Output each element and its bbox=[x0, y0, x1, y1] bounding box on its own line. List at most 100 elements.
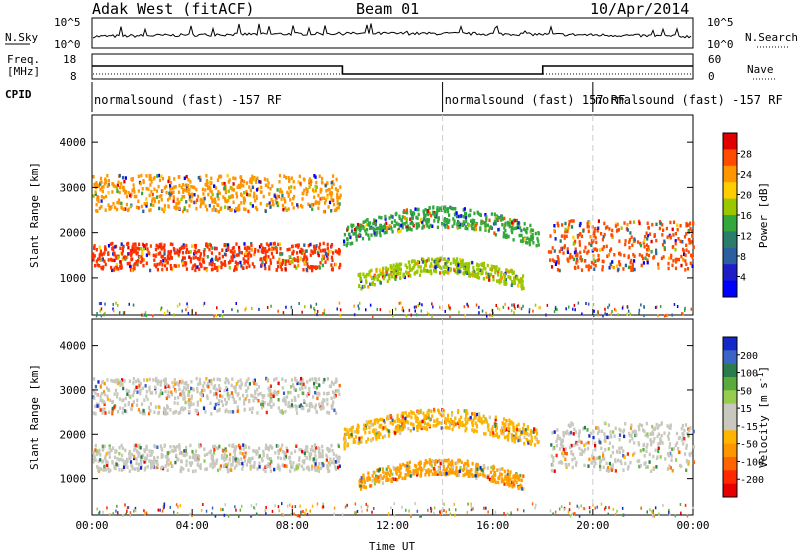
scatter-cell bbox=[390, 272, 393, 276]
scatter-cell bbox=[159, 383, 162, 387]
scatter-cell bbox=[442, 464, 445, 469]
scatter-cell bbox=[463, 266, 466, 271]
scatter-cell bbox=[142, 209, 145, 214]
scatter-cell bbox=[365, 420, 368, 424]
scatter-cell bbox=[405, 468, 408, 472]
scatter-cell bbox=[205, 268, 209, 273]
scatter-cell bbox=[263, 177, 266, 181]
scatter-cell bbox=[534, 231, 537, 236]
scatter-cell bbox=[307, 243, 310, 248]
scatter-cell bbox=[247, 257, 250, 261]
scatter-cell bbox=[521, 285, 524, 289]
scatter-cell bbox=[527, 433, 530, 437]
scatter-cell bbox=[309, 402, 312, 406]
scatter-cell bbox=[522, 426, 525, 431]
scatter-cell bbox=[392, 263, 395, 268]
scatter-cell bbox=[310, 249, 313, 253]
scatter-cell bbox=[114, 388, 118, 393]
scatter-cell bbox=[335, 454, 338, 458]
scatter-cell bbox=[326, 195, 329, 200]
scatter-cell bbox=[318, 462, 321, 466]
scatter-cell bbox=[477, 263, 480, 267]
scatter-cell bbox=[416, 207, 419, 212]
noise-cell bbox=[402, 309, 405, 313]
scatter-cell bbox=[107, 252, 110, 256]
power-ylabel: Slant Range [km] bbox=[28, 162, 41, 268]
colorbar-swatch bbox=[723, 264, 737, 282]
noise-cell bbox=[299, 504, 301, 508]
scatter-cell bbox=[98, 256, 101, 260]
scatter-cell bbox=[139, 381, 142, 386]
scatter-cell bbox=[690, 240, 693, 244]
scatter-cell bbox=[113, 405, 116, 409]
scatter-cell bbox=[164, 408, 167, 412]
scatter-cell bbox=[609, 262, 612, 266]
scatter-cell bbox=[326, 257, 329, 261]
scatter-cell bbox=[188, 188, 191, 192]
scatter-cell bbox=[462, 473, 465, 478]
scatter-cell bbox=[134, 262, 137, 266]
scatter-cell bbox=[198, 377, 202, 382]
scatter-cell bbox=[93, 254, 96, 258]
scatter-cell bbox=[595, 248, 599, 252]
scatter-cell bbox=[464, 421, 468, 426]
scatter-cell bbox=[101, 189, 104, 194]
scatter-cell bbox=[148, 208, 151, 213]
scatter-cell bbox=[177, 190, 181, 194]
scatter-cell bbox=[685, 232, 688, 236]
scatter-cell bbox=[366, 218, 369, 222]
scatter-cell bbox=[321, 196, 324, 201]
scatter-cell bbox=[220, 174, 223, 179]
scatter-cell bbox=[631, 268, 634, 272]
scatter-cell bbox=[412, 468, 415, 473]
scatter-cell bbox=[199, 204, 202, 209]
scatter-cell bbox=[624, 263, 627, 268]
scatter-cell bbox=[275, 196, 278, 200]
scatter-cell bbox=[610, 264, 613, 269]
scatter-cell bbox=[663, 239, 666, 243]
scatter-cell bbox=[429, 264, 432, 269]
scatter-cell bbox=[617, 228, 620, 232]
scatter-cell bbox=[338, 252, 341, 256]
scatter-cell bbox=[190, 386, 193, 391]
scatter-cell bbox=[530, 429, 533, 433]
scatter-cell bbox=[265, 410, 268, 415]
scatter-cell bbox=[378, 215, 381, 220]
scatter-cell bbox=[312, 448, 315, 453]
scatter-cell bbox=[133, 454, 136, 459]
scatter-cell bbox=[226, 469, 229, 474]
velocity-plot-frame bbox=[91, 318, 694, 516]
scatter-cell bbox=[208, 247, 211, 252]
scatter-cell bbox=[589, 235, 592, 239]
scatter-cell bbox=[389, 414, 392, 418]
scatter-cell bbox=[382, 266, 385, 271]
scatter-cell bbox=[506, 234, 510, 239]
scatter-cell bbox=[267, 386, 270, 391]
scatter-cell bbox=[298, 447, 301, 452]
scatter-cell bbox=[494, 417, 497, 422]
scatter-cell bbox=[191, 449, 194, 454]
scatter-cell bbox=[212, 451, 216, 455]
scatter-cell bbox=[172, 449, 176, 453]
scatter-cell bbox=[199, 175, 202, 180]
scatter-cell bbox=[394, 431, 397, 435]
scatter-cell bbox=[133, 456, 136, 461]
noise-cell bbox=[681, 312, 683, 316]
scatter-cell bbox=[512, 475, 515, 480]
scatter-cell bbox=[476, 467, 479, 471]
noise-cell bbox=[607, 512, 609, 516]
noise-cell bbox=[134, 509, 137, 513]
scatter-cell bbox=[411, 259, 414, 263]
scatter-cell bbox=[415, 419, 418, 424]
scatter-cell bbox=[327, 253, 330, 257]
scatter-cell bbox=[182, 263, 185, 267]
noise-cell bbox=[415, 305, 417, 309]
scatter-cell bbox=[628, 240, 631, 244]
scatter-cell bbox=[206, 394, 209, 398]
scatter-cell bbox=[401, 222, 404, 226]
scatter-cell bbox=[221, 254, 224, 259]
scatter-cell bbox=[311, 464, 314, 469]
scatter-cell bbox=[186, 209, 189, 213]
scatter-cell bbox=[385, 230, 388, 235]
scatter-cell bbox=[285, 259, 288, 263]
